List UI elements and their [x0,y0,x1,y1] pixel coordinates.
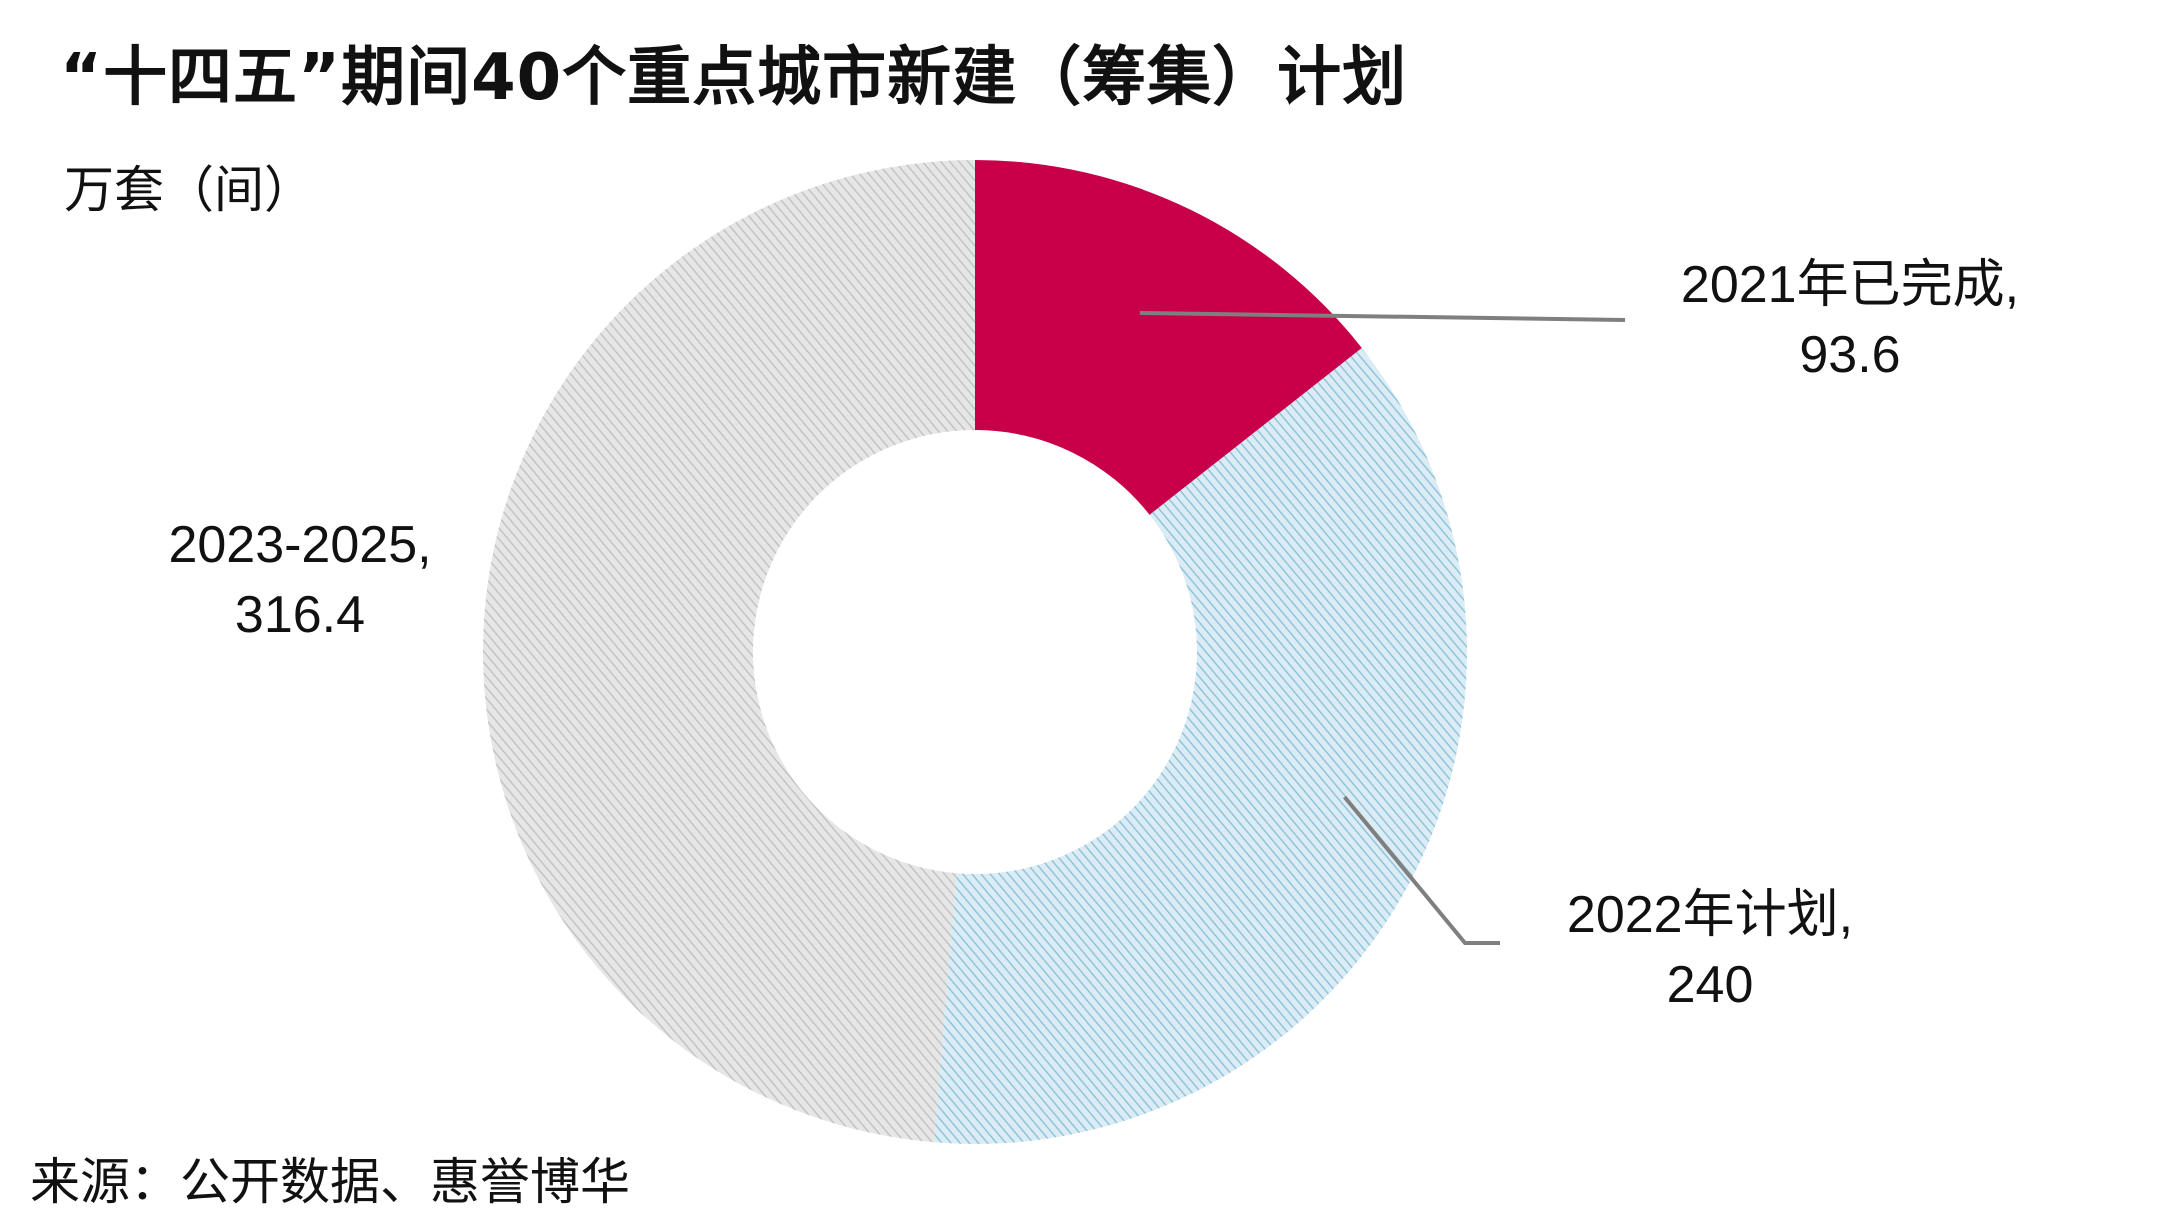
source-note: 来源：公开数据、惠誉博华 [30,1153,630,1211]
slice-label-2023-2025-plan: 2023-2025, 316.4 [120,510,480,650]
slices-layer [483,160,1467,1144]
chart-title: “十四五”期间40个重点城市新建（筹集）计划 [60,41,1408,115]
leader-line-2021 [1139,310,1626,322]
slice-2022-plan [934,348,1467,1144]
slice-label-2021-value: 93.6 [1799,326,1901,384]
slice-label-2022-name: 2022年计划, [1566,886,1854,944]
slice-label-2022-plan: 2022年计划, 240 [1500,880,1920,1020]
slice-label-2021-name: 2021年已完成, [1680,256,2020,314]
slice-label-2023-2025-value: 316.4 [234,586,366,644]
leaders-layer [1139,310,1626,945]
unit-label: 万套（间） [64,161,314,219]
slice-2021-completed [975,160,1362,515]
slice-label-2021-completed: 2021年已完成, 93.6 [1620,250,2080,390]
slice-label-2023-2025-name: 2023-2025, [168,516,432,574]
slice-2023-2025-plan [483,160,975,1143]
leader-line-2022 [1343,795,1500,945]
slice-label-2022-value: 240 [1666,956,1754,1014]
